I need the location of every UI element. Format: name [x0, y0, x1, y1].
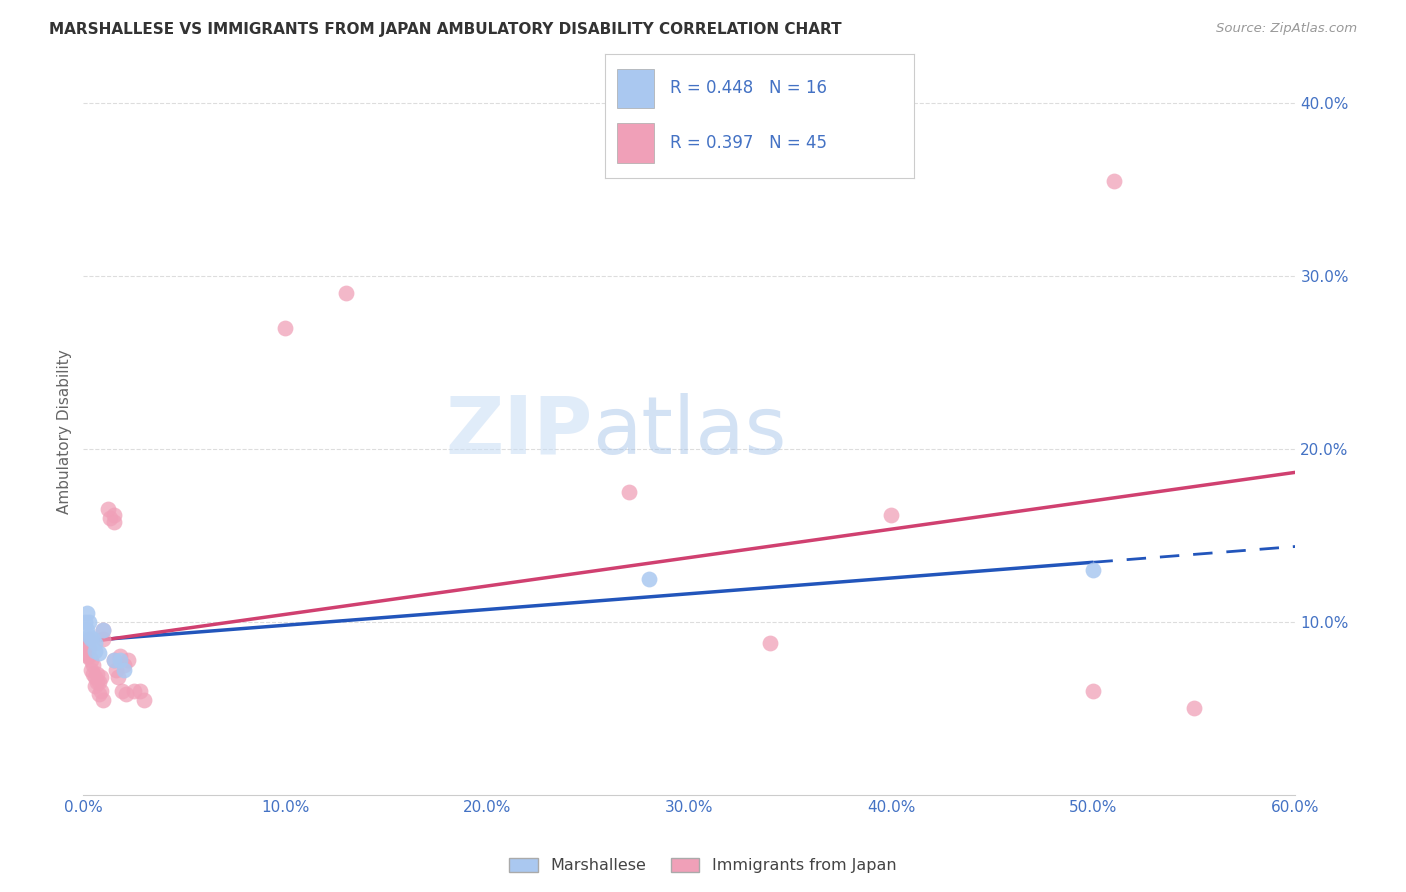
Point: [76, 624, 98, 638]
Point: [335, 286, 357, 301]
Point: [112, 658, 135, 673]
Point: [90, 684, 112, 698]
Point: [86, 675, 108, 690]
Point: [104, 663, 127, 677]
Point: [1184, 701, 1206, 715]
Point: [80, 663, 103, 677]
Point: [93, 624, 115, 638]
Point: [103, 508, 125, 522]
Point: [79, 640, 101, 655]
Point: [132, 692, 155, 706]
Point: [82, 632, 104, 646]
Point: [617, 485, 640, 500]
Point: [111, 684, 134, 698]
Bar: [617, 123, 654, 163]
Legend: Marshallese, Immigrants from Japan: Marshallese, Immigrants from Japan: [503, 851, 903, 880]
Bar: [617, 69, 654, 109]
Point: [107, 670, 129, 684]
Point: [108, 653, 131, 667]
Text: MARSHALLESE VS IMMIGRANTS FROM JAPAN AMBULATORY DISABILITY CORRELATION CHART: MARSHALLESE VS IMMIGRANTS FROM JAPAN AMB…: [49, 22, 842, 37]
Point: [79, 649, 101, 664]
Point: [76, 606, 98, 620]
Point: [75, 615, 97, 629]
Point: [274, 321, 297, 335]
Point: [112, 663, 135, 677]
Point: [79, 632, 101, 646]
Point: [638, 572, 661, 586]
Point: [759, 635, 782, 649]
Point: [89, 675, 111, 690]
Text: ZIP: ZIP: [446, 392, 592, 471]
Point: [1083, 684, 1105, 698]
Point: [114, 687, 136, 701]
Point: [79, 615, 101, 629]
Point: [98, 511, 121, 525]
Point: [80, 632, 103, 646]
Point: [75, 646, 97, 660]
Text: R = 0.448   N = 16: R = 0.448 N = 16: [669, 79, 827, 97]
Point: [89, 646, 111, 660]
Text: R = 0.397   N = 45: R = 0.397 N = 45: [669, 135, 827, 153]
Point: [82, 658, 104, 673]
Text: atlas: atlas: [592, 392, 787, 471]
Point: [79, 629, 101, 643]
Point: [103, 653, 125, 667]
Point: [84, 644, 107, 658]
Point: [880, 508, 903, 522]
Point: [103, 653, 125, 667]
Point: [103, 515, 125, 529]
Point: [128, 684, 150, 698]
Point: [86, 666, 108, 681]
Text: Source: ZipAtlas.com: Source: ZipAtlas.com: [1216, 22, 1357, 36]
Point: [84, 679, 107, 693]
Point: [1083, 563, 1105, 577]
Point: [82, 666, 104, 681]
Point: [96, 502, 118, 516]
Point: [84, 635, 107, 649]
Point: [75, 635, 97, 649]
Point: [80, 653, 103, 667]
Point: [93, 692, 115, 706]
Point: [117, 653, 139, 667]
Point: [76, 649, 98, 664]
Point: [122, 684, 145, 698]
Point: [84, 670, 107, 684]
Point: [93, 632, 115, 646]
Point: [108, 649, 131, 664]
Point: [90, 670, 112, 684]
Point: [89, 687, 111, 701]
Point: [1102, 174, 1125, 188]
Point: [93, 624, 115, 638]
Y-axis label: Ambulatory Disability: Ambulatory Disability: [58, 350, 72, 514]
Point: [76, 640, 98, 655]
